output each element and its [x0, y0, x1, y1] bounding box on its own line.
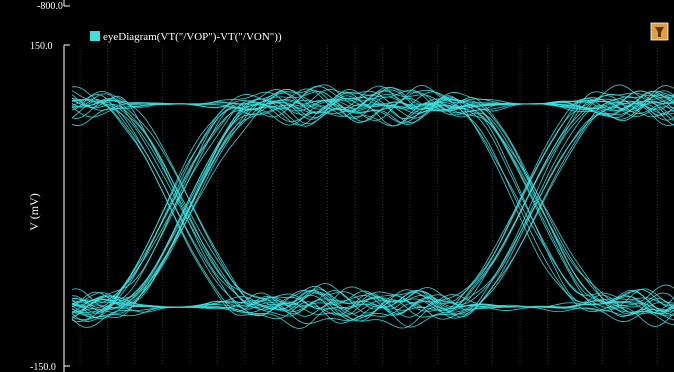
- y-tick-label-top: 150.0: [30, 41, 53, 52]
- legend-swatch: [90, 31, 100, 41]
- filter-button[interactable]: [650, 22, 669, 41]
- eye-trace: [71, 88, 674, 313]
- eye-trace: [71, 84, 674, 313]
- eye-trace: [71, 95, 674, 318]
- legend-label: eyeDiagram(VT("/VOP")-VT("/VON")): [103, 31, 282, 43]
- eye-trace: [71, 85, 674, 309]
- eye-trace: [71, 88, 674, 313]
- eye-trace: [71, 93, 674, 119]
- eye-trace: [72, 100, 674, 321]
- eye-trace: [71, 100, 674, 327]
- y-axis-label: V (mV): [27, 193, 41, 230]
- y-tick-label-bottom: -150.0: [30, 362, 56, 372]
- eye-trace: [71, 91, 674, 318]
- prev-panel-tick-label: -800.0: [37, 1, 63, 12]
- funnel-icon: [655, 27, 664, 37]
- eye-trace: [71, 93, 674, 314]
- eye-trace: [71, 99, 674, 321]
- eye-trace: [71, 84, 674, 310]
- eye-traces: [71, 84, 674, 329]
